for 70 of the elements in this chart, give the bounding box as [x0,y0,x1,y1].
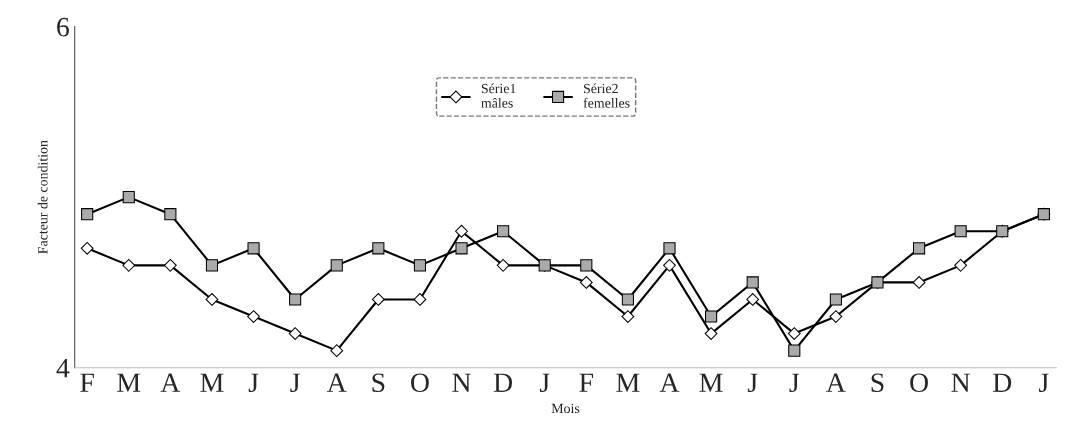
point [704,327,718,340]
point [455,224,468,238]
point [497,225,510,238]
x-tick-label: F [579,373,594,392]
x-axis-title: Mois [551,403,580,414]
point [330,259,343,272]
point [205,293,219,306]
x-tick-label: J [539,373,550,393]
point [247,310,260,323]
point [205,259,219,272]
point [289,293,302,306]
x-tick-label: O [411,373,429,393]
point [579,276,593,289]
point [580,259,593,272]
x-tick-label: A [826,373,846,392]
x-tick-label: S [871,373,884,393]
x-tick-label: M [200,373,224,392]
point [788,344,801,357]
x-tick-label: D [993,373,1012,392]
x-tick-label: M [616,373,640,392]
point [829,293,842,306]
point [621,310,635,323]
point [372,242,385,255]
point [247,242,260,255]
x-tick-label: N [452,373,471,392]
point [455,242,468,255]
point [954,258,968,272]
point [663,258,676,272]
x-tick-label: O [910,373,928,393]
point [663,242,676,255]
y-tick-label: 6 [57,17,69,37]
x-tick-label: J [789,373,800,393]
point [122,191,135,204]
point [746,276,759,289]
point [288,327,302,340]
y-axis-title: Facteur de condition [37,140,48,254]
x-tick-label: A [326,373,347,392]
x-tick-label: A [160,373,181,392]
x-tick-label: D [493,373,513,392]
point [413,259,426,272]
point [413,293,427,306]
point [705,310,718,323]
x-tick-label: M [117,373,141,392]
x-tick-label: J [1039,373,1049,393]
x-tick-label: F [80,373,94,392]
y-tick-label: 4 [56,359,70,378]
x-tick-label: J [290,373,300,393]
x-tick-label: S [372,373,385,393]
x-tick-label: J [248,373,259,393]
legend-label: Série2 femelles [583,83,630,108]
point [621,293,634,306]
point [81,208,94,221]
point [496,258,510,272]
point [371,293,385,306]
point [164,208,177,221]
point [746,293,760,306]
x-tick-label: M [699,373,723,392]
x-tick-label: J [747,373,758,393]
point [122,258,136,272]
point [829,310,843,323]
point [80,241,94,255]
legend-label: Série1 mâles [481,83,516,108]
point [912,242,926,255]
x-tick-label: A [659,373,680,392]
point [330,344,344,358]
x-tick-label: N [951,373,971,392]
point [163,258,177,272]
point [954,225,967,238]
point [787,327,801,340]
point [912,276,926,289]
